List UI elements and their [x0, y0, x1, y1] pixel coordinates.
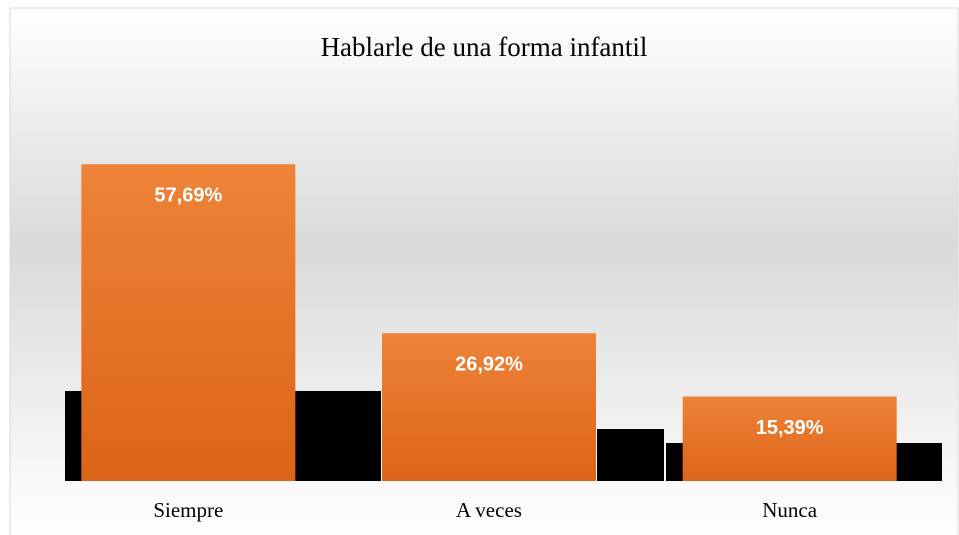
bar — [682, 396, 897, 481]
data-label: 57,69% — [154, 185, 222, 207]
bar — [81, 164, 296, 481]
bar — [382, 333, 596, 481]
x-tick-label: Nunca — [762, 498, 817, 522]
data-label: 15,39% — [756, 417, 824, 439]
data-label: 26,92% — [455, 353, 523, 375]
chart-title: Hablarle de una forma infantil — [321, 32, 648, 62]
x-tick-label: A veces — [456, 498, 522, 522]
shadow — [597, 429, 664, 481]
x-tick-label: Siempre — [153, 498, 223, 522]
